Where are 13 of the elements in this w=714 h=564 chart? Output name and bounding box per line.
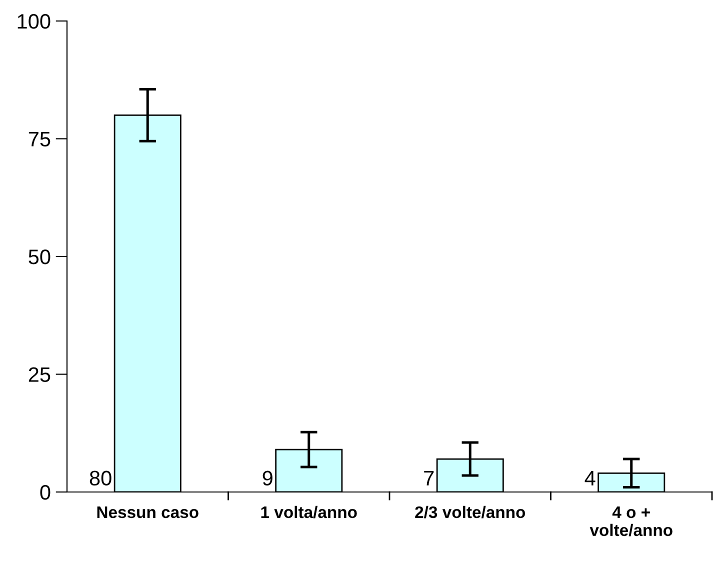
y-tick-label: 0 xyxy=(40,485,50,500)
data-label: 7 xyxy=(424,470,434,486)
data-label: 4 xyxy=(584,470,596,486)
y-tick-label: 50 xyxy=(28,250,50,264)
y-tick-label: 100 xyxy=(18,14,50,29)
y-tick-label: 25 xyxy=(28,367,50,382)
x-tick-label: Nessun caso xyxy=(97,506,198,518)
data-label: 9 xyxy=(262,470,272,486)
x-tick-label: 2/3 volte/anno xyxy=(415,506,526,518)
data-label: 80 xyxy=(90,470,112,486)
x-tick-label: 1 volta/anno xyxy=(261,506,357,518)
y-tick-label: 75 xyxy=(28,132,50,147)
x-tick-label: 4 o + volte/anno xyxy=(590,506,672,536)
